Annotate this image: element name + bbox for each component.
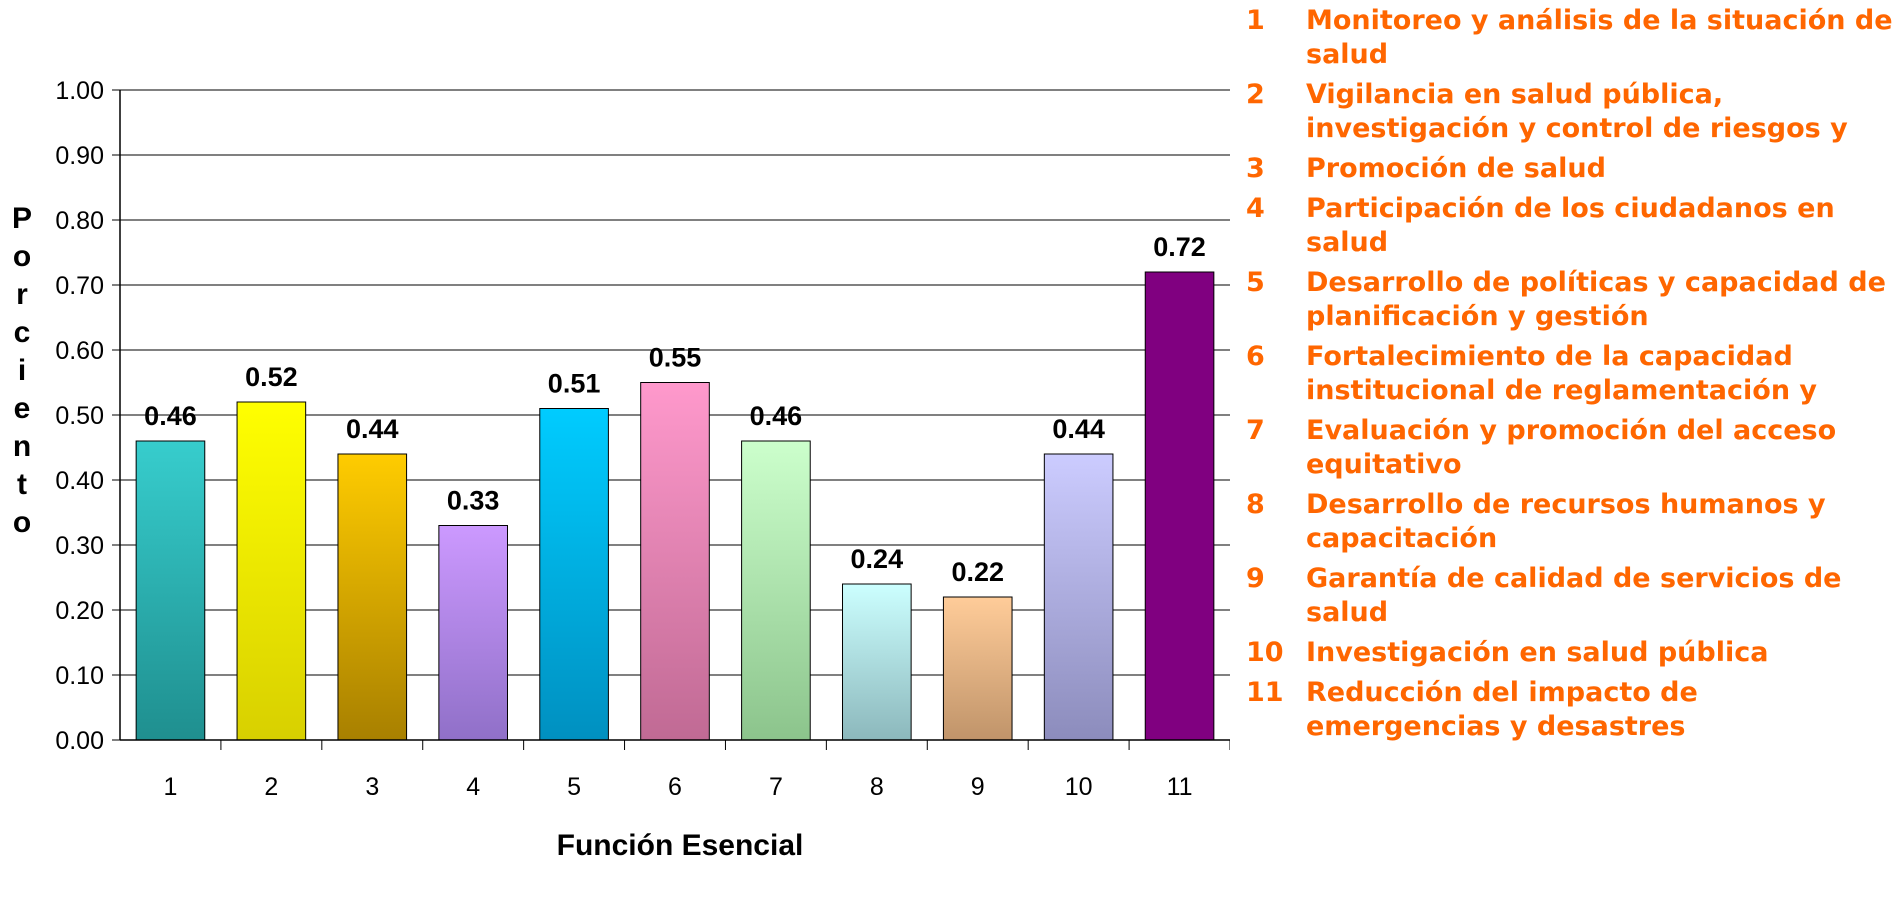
legend-label: Participación de los ciudadanos en salud bbox=[1306, 193, 1835, 258]
y-tick-label: 0.30 bbox=[55, 532, 104, 560]
data-label: 0.33 bbox=[447, 486, 500, 516]
legend-item: 2 Vigilancia en salud pública, investigac… bbox=[1238, 78, 1898, 146]
legend-number: 2 bbox=[1246, 79, 1265, 110]
y-axis-title-letter: n bbox=[13, 430, 31, 463]
bar bbox=[539, 408, 609, 741]
legend-item: 8 Desarrollo de recursos humanos y capaci… bbox=[1238, 488, 1898, 556]
bar bbox=[741, 440, 811, 741]
bar bbox=[135, 440, 206, 741]
legend-number: 3 bbox=[1246, 153, 1265, 184]
y-tick-label: 0.50 bbox=[55, 402, 104, 430]
legend-label: Monitoreo y análisis de la situación de … bbox=[1306, 5, 1893, 70]
data-label: 0.44 bbox=[1052, 414, 1105, 444]
y-axis-title-letter: i bbox=[18, 354, 26, 387]
y-axis-title-letter: P bbox=[12, 202, 32, 235]
data-label: 0.72 bbox=[1153, 232, 1206, 262]
legend-label: Garantía de calidad de servicios de salu… bbox=[1306, 563, 1842, 628]
legend-item: 1 Monitoreo y análisis de la situación de… bbox=[1238, 4, 1898, 72]
data-label: 0.51 bbox=[548, 369, 601, 399]
legend-number: 10 bbox=[1246, 637, 1284, 668]
y-axis-title-letter: o bbox=[13, 240, 31, 273]
y-tick-label: 0.60 bbox=[55, 337, 104, 365]
bar bbox=[942, 596, 1013, 741]
x-axis-title: Función Esencial bbox=[557, 829, 804, 862]
bar bbox=[438, 525, 508, 741]
x-tick-label: 7 bbox=[769, 773, 783, 801]
x-tick-label: 11 bbox=[1167, 773, 1193, 801]
x-tick-label: 10 bbox=[1065, 773, 1093, 801]
y-tick-label: 0.00 bbox=[55, 727, 104, 755]
axes bbox=[112, 89, 1230, 750]
legend-label: Reducción del impacto de emergencias y d… bbox=[1306, 677, 1698, 742]
y-axis-title-letter: o bbox=[13, 506, 31, 539]
legend-label: Investigación en salud pública bbox=[1306, 637, 1769, 668]
bar-chart: 0.00 0.10 0.20 0.30 0.40 0.50 0.60 0.70 0.80 0.90… bbox=[12, 77, 1230, 862]
data-label: 0.46 bbox=[144, 401, 197, 431]
legend-number: 6 bbox=[1246, 341, 1265, 372]
y-axis-title-letter: c bbox=[14, 316, 31, 349]
legend-number: 4 bbox=[1246, 193, 1265, 224]
data-label: 0.22 bbox=[951, 557, 1004, 587]
y-axis-title-letter: t bbox=[17, 468, 27, 501]
data-label: 0.52 bbox=[245, 362, 298, 392]
x-tick-label: 6 bbox=[668, 773, 682, 801]
y-tick-label: 0.40 bbox=[55, 467, 104, 495]
legend-number: 1 bbox=[1246, 5, 1265, 36]
y-tick-label: 1.00 bbox=[55, 77, 104, 105]
x-tick-label: 4 bbox=[466, 773, 480, 801]
legend-item: 7 Evaluación y promoción del acceso equit… bbox=[1238, 414, 1898, 482]
legend-number: 7 bbox=[1246, 415, 1265, 446]
y-axis-title-letter: e bbox=[14, 392, 31, 425]
y-axis-title-letter: r bbox=[16, 278, 28, 311]
y-tick-label: 0.10 bbox=[55, 662, 104, 690]
bar bbox=[337, 453, 408, 741]
legend: 1 Monitoreo y análisis de la situación de… bbox=[1238, 4, 1898, 750]
bar bbox=[1043, 453, 1114, 741]
legend-label: Vigilancia en salud pública, investigaci… bbox=[1306, 79, 1848, 144]
legend-item: 10 Investigación en salud pública bbox=[1238, 636, 1898, 670]
data-label: 0.44 bbox=[346, 414, 399, 444]
legend-label: Fortalecimiento de la capacidad instituc… bbox=[1306, 341, 1818, 406]
y-tick-label: 0.70 bbox=[55, 272, 104, 300]
x-tick-label: 3 bbox=[365, 773, 379, 801]
data-label: 0.24 bbox=[851, 544, 904, 574]
legend-number: 5 bbox=[1246, 267, 1265, 298]
bar bbox=[236, 401, 307, 741]
x-tick-label: 8 bbox=[870, 773, 884, 801]
legend-item: 6 Fortalecimiento de la capacidad institu… bbox=[1238, 340, 1898, 408]
y-tick-label: 0.20 bbox=[55, 597, 104, 625]
bar bbox=[640, 382, 710, 741]
data-label: 0.46 bbox=[750, 401, 803, 431]
legend-number: 9 bbox=[1246, 563, 1265, 594]
y-tick-label: 0.80 bbox=[55, 207, 104, 235]
legend-item: 9 Garantía de calidad de servicios de sal… bbox=[1238, 562, 1898, 630]
legend-item: 11 Reducción del impacto de emergencias y… bbox=[1238, 676, 1898, 744]
x-tick-label: 1 bbox=[164, 773, 178, 801]
legend-item: 5 Desarrollo de políticas y capacidad de … bbox=[1238, 266, 1898, 334]
bar bbox=[1144, 271, 1215, 741]
legend-label: Evaluación y promoción del acceso equita… bbox=[1306, 415, 1837, 480]
bar bbox=[842, 583, 912, 741]
legend-number: 8 bbox=[1246, 489, 1265, 520]
legend-item: 4 Participación de los ciudadanos en salu… bbox=[1238, 192, 1898, 260]
legend-label: Desarrollo de políticas y capacidad de p… bbox=[1306, 267, 1886, 332]
legend-label: Desarrollo de recursos humanos y capacit… bbox=[1306, 489, 1826, 554]
x-tick-label: 9 bbox=[971, 773, 985, 801]
y-tick-label: 0.90 bbox=[55, 142, 104, 170]
data-label: 0.55 bbox=[649, 343, 702, 373]
legend-item: 3 Promoción de salud bbox=[1238, 152, 1898, 186]
legend-number: 11 bbox=[1246, 677, 1284, 708]
x-tick-label: 5 bbox=[567, 773, 581, 801]
x-tick-label: 2 bbox=[264, 773, 278, 801]
labels: 0.00 0.10 0.20 0.30 0.40 0.50 0.60 0.70 0.80 0.90… bbox=[55, 77, 1205, 801]
legend-label: Promoción de salud bbox=[1306, 153, 1606, 184]
